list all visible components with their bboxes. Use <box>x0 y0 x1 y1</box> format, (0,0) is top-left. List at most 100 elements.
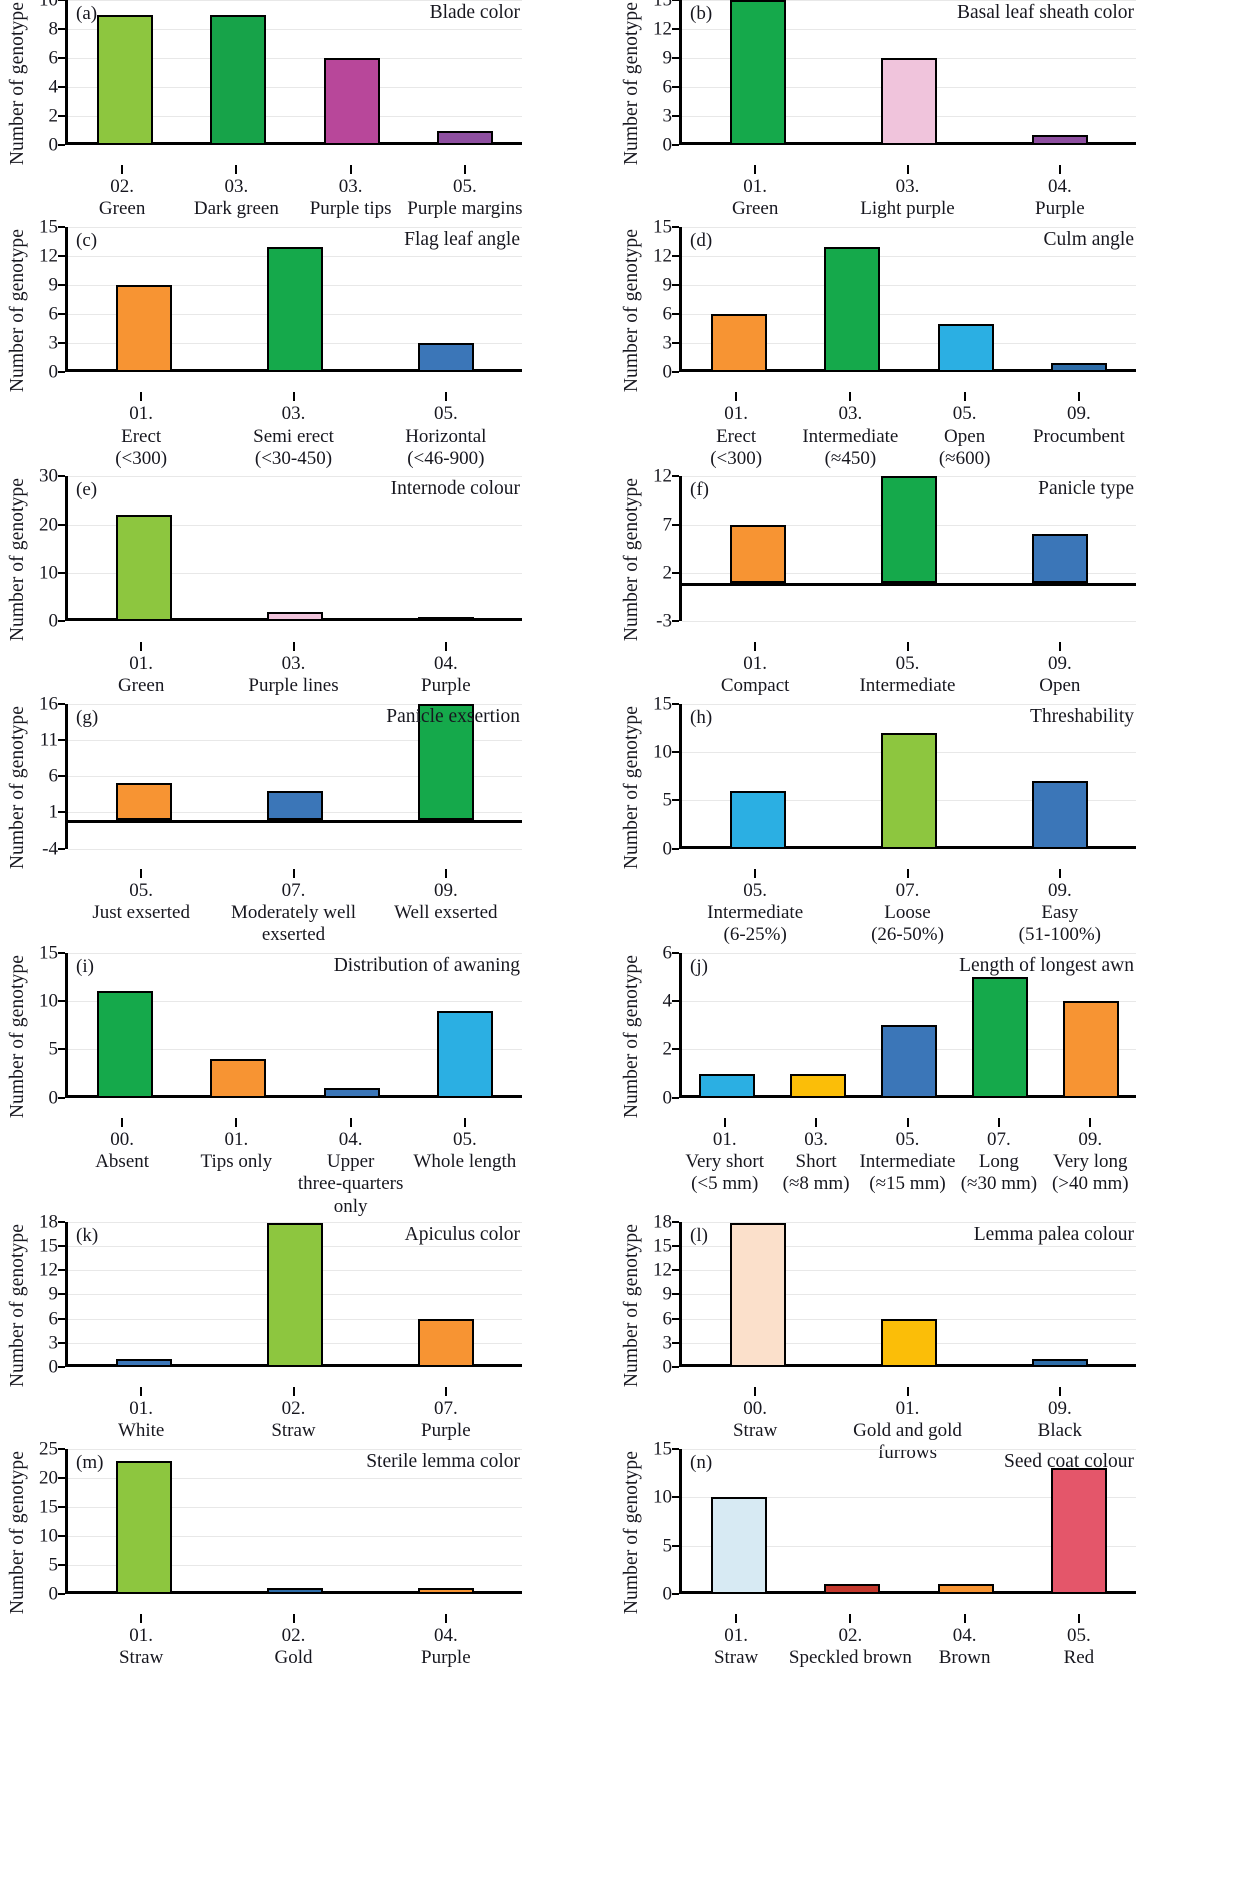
x-tick-label: 03. Light purple <box>860 176 955 220</box>
gridline <box>68 1536 522 1538</box>
x-axis-labels: 01. White 02. Straw 07. Purple <box>65 1387 522 1449</box>
bar <box>418 703 475 820</box>
x-axis-labels: 01. Green 03. Purple lines 04. Purple <box>65 641 522 704</box>
y-tick-mark <box>58 847 65 850</box>
y-tick-label: 15 <box>653 1438 672 1460</box>
y-axis-label: Number of genotype <box>7 2 28 166</box>
x-tick-mark <box>1058 641 1061 651</box>
gridline <box>68 1221 522 1223</box>
x-tick-mark <box>849 392 852 402</box>
bar <box>267 790 323 820</box>
x-tick-label: 01. Gold and gold furrows <box>853 1398 962 1464</box>
bar <box>115 783 172 820</box>
y-axis-ticks: 0 10 20 30 <box>31 467 65 631</box>
y-tick-label: 10 <box>653 741 672 763</box>
y-tick-mark <box>672 1341 679 1344</box>
panel-f: Number of genotype -3 2 7 12 (f) Panicle type 0… <box>619 467 1136 703</box>
gridline <box>68 476 522 478</box>
bar <box>710 1497 767 1595</box>
y-tick-label: 30 <box>39 465 58 487</box>
y-axis-label: Number of genotype <box>7 705 28 869</box>
panel-title: Threshability <box>1030 705 1134 727</box>
panel-tag: (e) <box>76 479 98 501</box>
gridline <box>68 227 522 229</box>
x-tick-label: 01. Compact <box>720 652 790 696</box>
y-tick-label: 6 <box>48 47 59 69</box>
plot-area: (m) Sterile lemma color <box>65 1449 522 1595</box>
x-tick-mark <box>292 1614 295 1624</box>
y-tick-label: 15 <box>39 216 58 238</box>
x-tick-mark <box>1058 1387 1061 1397</box>
y-tick-label: 5 <box>662 789 673 811</box>
x-tick-label: 05. Red <box>1063 1625 1095 1669</box>
gridline <box>68 739 522 741</box>
bar <box>210 1059 267 1098</box>
gridline <box>682 1246 1136 1248</box>
x-tick-label: 05. Just exserted <box>92 879 190 923</box>
x-tick-mark <box>292 1387 295 1397</box>
y-tick-label: 6 <box>48 1308 59 1330</box>
y-axis-label: Number of genotype <box>7 1451 28 1615</box>
x-tick-mark <box>140 1387 143 1397</box>
bar <box>790 1073 847 1098</box>
plot-area: (c) Flag leaf angle <box>65 227 522 373</box>
y-tick-label: 16 <box>39 693 58 715</box>
x-tick-label: 05. Purple margins <box>407 176 523 220</box>
y-tick-mark <box>672 1096 679 1099</box>
y-tick-label: 6 <box>662 76 673 98</box>
y-axis-ticks: 0 3 6 9 12 15 18 <box>31 1212 65 1376</box>
y-tick-mark <box>672 313 679 316</box>
x-tick-mark <box>735 392 738 402</box>
y-tick-label: 10 <box>39 562 58 584</box>
y-tick-mark <box>672 951 679 954</box>
y-tick-label: 7 <box>662 514 673 536</box>
x-tick-label: 07. Purple <box>421 1398 471 1442</box>
panel-g: Number of genotype -4 1 6 11 16 (g) Panicle exs… <box>5 694 522 953</box>
bar <box>267 1588 323 1595</box>
gridline <box>682 621 1136 623</box>
y-tick-mark <box>672 750 679 753</box>
y-tick-label: 6 <box>662 303 673 325</box>
y-tick-mark <box>58 951 65 954</box>
x-tick-mark <box>463 165 466 175</box>
x-tick-label: 05. Intermediate <box>859 652 956 696</box>
zero-baseline <box>682 582 1136 586</box>
x-tick-mark <box>906 868 909 878</box>
y-tick-mark <box>58 702 65 705</box>
y-axis-ticks: 0 3 6 9 12 15 <box>31 218 65 382</box>
y-tick-mark <box>58 1341 65 1344</box>
y-tick-label: 15 <box>653 216 672 238</box>
panel-a: Number of genotype 0 2 4 6 8 10 (a) Blade color 0… <box>5 0 522 227</box>
gridline <box>682 1545 1136 1547</box>
y-tick-mark <box>58 1448 65 1451</box>
y-axis-label: Number of genotype <box>621 1451 642 1615</box>
y-tick-label: 0 <box>48 1356 59 1378</box>
panel-tag: (a) <box>76 3 98 24</box>
gridline <box>68 116 522 117</box>
y-axis-label: Number of genotype <box>7 229 28 393</box>
x-tick-mark <box>140 392 143 402</box>
y-axis-ticks: 0 5 10 15 <box>645 1440 679 1604</box>
y-tick-mark <box>672 1220 679 1223</box>
y-tick-mark <box>58 1220 65 1223</box>
y-tick-mark <box>58 775 65 778</box>
figure-multi-panel-bar-charts: Number of genotype 0 2 4 6 8 10 (a) Blade color 0… <box>5 0 1136 1669</box>
panel-tag: (k) <box>76 1224 99 1246</box>
y-tick-mark <box>672 57 679 59</box>
y-tick-mark <box>58 28 65 30</box>
x-axis-labels: 00. Straw 01. Gold and gold furrows 09. Bl… <box>679 1387 1136 1463</box>
y-tick-mark <box>58 1506 65 1509</box>
y-tick-mark <box>58 0 65 1</box>
x-tick-label: 09. Open <box>1039 652 1081 696</box>
panel-k: Number of genotype 0 3 6 9 12 15 18 (k) Apiculus … <box>5 1212 522 1449</box>
panel-title: Panicle exsertion <box>386 705 520 727</box>
bar <box>437 1010 494 1098</box>
y-tick-mark <box>672 86 679 88</box>
x-tick-mark <box>444 392 447 402</box>
bar <box>1051 362 1108 373</box>
panel-title: Distribution of awaning <box>333 954 520 976</box>
x-tick-mark <box>754 868 757 878</box>
x-tick-label: 01. Tips only <box>200 1128 273 1173</box>
x-tick-mark <box>906 1117 909 1127</box>
y-tick-mark <box>58 620 65 623</box>
